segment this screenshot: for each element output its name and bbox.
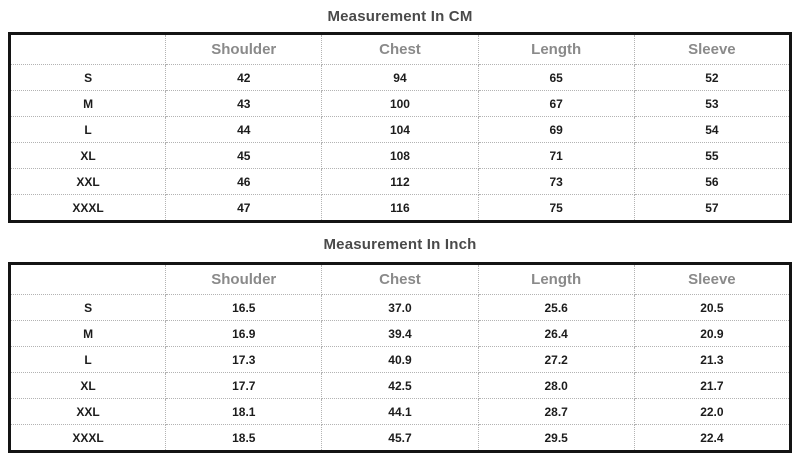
measurement-value: 18.1 [165,398,323,425]
measurement-table-cm: Shoulder Chest Length Sleeve S 42 94 65 … [8,32,792,223]
measurement-value: 42 [165,64,323,91]
table-row: L 17.3 40.9 27.2 21.3 [8,346,792,373]
measurement-value: 45 [165,142,323,169]
measurement-value: 29.5 [477,424,635,452]
measurement-value: 65 [477,64,635,91]
column-header-length: Length [477,263,635,295]
measurement-value: 73 [477,168,635,195]
size-label: M [8,320,167,347]
measurement-value: 112 [321,168,479,195]
measurement-value: 94 [321,64,479,91]
table-row: S 16.5 37.0 25.6 20.5 [8,294,792,321]
measurement-value: 75 [477,194,635,222]
measurement-value: 43 [165,90,323,117]
measurement-value: 22.4 [633,424,792,452]
measurement-value: 25.6 [477,294,635,321]
measurement-value: 28.7 [477,398,635,425]
measurement-value: 40.9 [321,346,479,373]
header-row: Shoulder Chest Length Sleeve [8,33,792,65]
size-label: M [8,90,167,117]
size-label: XL [8,372,167,399]
measurement-value: 104 [321,116,479,143]
measurement-value: 52 [633,64,792,91]
table-row: XL 17.7 42.5 28.0 21.7 [8,372,792,399]
size-label: XXL [8,398,167,425]
size-label: S [8,294,167,321]
table-row: M 43 100 67 53 [8,90,792,117]
measurement-value: 20.5 [633,294,792,321]
measurement-value: 44.1 [321,398,479,425]
measurement-value: 21.7 [633,372,792,399]
table-row: M 16.9 39.4 26.4 20.9 [8,320,792,347]
measurement-value: 46 [165,168,323,195]
measurement-value: 42.5 [321,372,479,399]
size-chart-sheet: Measurement In CM Shoulder Chest Length … [8,0,792,453]
measurement-value: 18.5 [165,424,323,452]
measurement-value: 100 [321,90,479,117]
measurement-value: 28.0 [477,372,635,399]
column-header-sleeve: Sleeve [633,263,792,295]
size-column-header [8,263,167,295]
measurement-value: 22.0 [633,398,792,425]
measurement-value: 27.2 [477,346,635,373]
inch-table-title: Measurement In Inch [323,236,477,253]
measurement-value: 39.4 [321,320,479,347]
size-label: L [8,116,167,143]
measurement-value: 67 [477,90,635,117]
measurement-value: 16.5 [165,294,323,321]
size-label: XXL [8,168,167,195]
size-label: L [8,346,167,373]
measurement-value: 37.0 [321,294,479,321]
measurement-value: 69 [477,116,635,143]
column-header-chest: Chest [321,33,479,65]
measurement-value: 54 [633,116,792,143]
measurement-value: 71 [477,142,635,169]
measurement-value: 17.7 [165,372,323,399]
size-column-header [8,33,167,65]
measurement-value: 16.9 [165,320,323,347]
size-label: XXXL [8,194,167,222]
measurement-value: 56 [633,168,792,195]
measurement-value: 26.4 [477,320,635,347]
size-label: S [8,64,167,91]
table-row: S 42 94 65 52 [8,64,792,91]
column-header-shoulder: Shoulder [165,33,323,65]
table-row: XXL 46 112 73 56 [8,168,792,195]
column-header-length: Length [477,33,635,65]
header-row: Shoulder Chest Length Sleeve [8,263,792,295]
measurement-value: 21.3 [633,346,792,373]
measurement-value: 116 [321,194,479,222]
column-header-sleeve: Sleeve [633,33,792,65]
cm-table-title: Measurement In CM [327,8,473,25]
measurement-value: 57 [633,194,792,222]
measurement-value: 53 [633,90,792,117]
size-label: XL [8,142,167,169]
table-row: XXXL 18.5 45.7 29.5 22.4 [8,424,792,452]
table-row: XL 45 108 71 55 [8,142,792,169]
measurement-value: 55 [633,142,792,169]
measurement-table-inch: Shoulder Chest Length Sleeve S 16.5 37.0… [8,262,792,453]
size-label: XXXL [8,424,167,452]
measurement-value: 47 [165,194,323,222]
column-header-chest: Chest [321,263,479,295]
measurement-value: 108 [321,142,479,169]
table-row: XXXL 47 116 75 57 [8,194,792,222]
measurement-value: 45.7 [321,424,479,452]
measurement-value: 20.9 [633,320,792,347]
column-header-shoulder: Shoulder [165,263,323,295]
table-row: L 44 104 69 54 [8,116,792,143]
measurement-value: 44 [165,116,323,143]
measurement-value: 17.3 [165,346,323,373]
table-row: XXL 18.1 44.1 28.7 22.0 [8,398,792,425]
